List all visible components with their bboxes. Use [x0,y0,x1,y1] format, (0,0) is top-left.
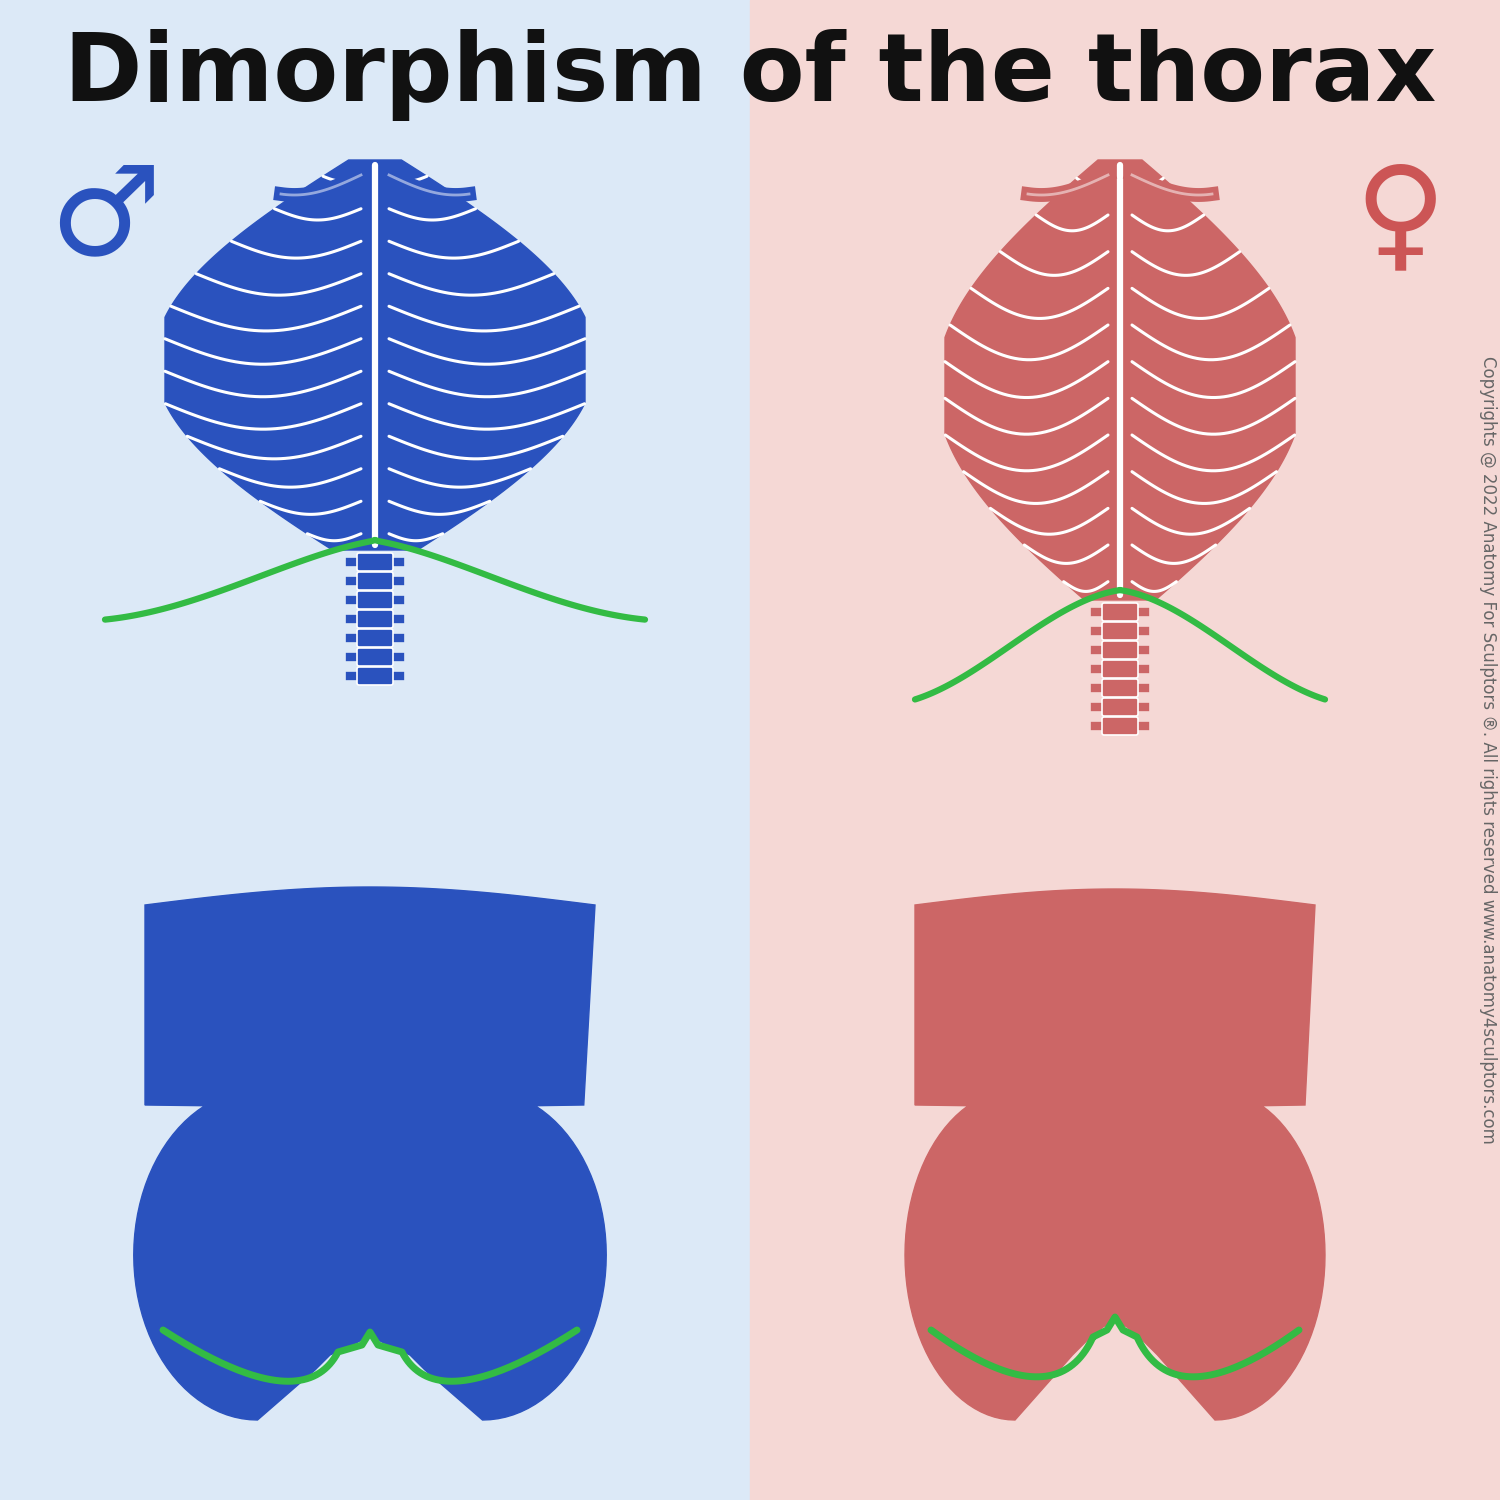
FancyBboxPatch shape [357,610,393,628]
FancyBboxPatch shape [1102,640,1138,658]
Polygon shape [165,160,585,550]
FancyBboxPatch shape [357,668,393,686]
Text: Dimorphism of the thorax: Dimorphism of the thorax [64,28,1435,122]
Text: Copyrights @ 2022 Anatomy For Sculptors ®. All rights reserved www.anatomy4sculp: Copyrights @ 2022 Anatomy For Sculptors … [1479,356,1497,1144]
FancyBboxPatch shape [1102,660,1138,678]
FancyBboxPatch shape [1102,717,1138,735]
FancyBboxPatch shape [1102,680,1138,698]
Text: ♂: ♂ [50,159,160,280]
FancyBboxPatch shape [357,591,393,609]
Polygon shape [904,890,1324,1420]
FancyBboxPatch shape [357,628,393,646]
FancyBboxPatch shape [1102,603,1138,621]
Bar [750,0,1500,1500]
FancyBboxPatch shape [357,648,393,666]
Polygon shape [945,160,1294,600]
Polygon shape [134,886,606,1420]
FancyBboxPatch shape [1102,698,1138,715]
Bar [0,0,750,1500]
FancyBboxPatch shape [1102,622,1138,640]
Text: ♀: ♀ [1354,159,1446,280]
FancyBboxPatch shape [357,572,393,590]
FancyBboxPatch shape [357,554,393,572]
